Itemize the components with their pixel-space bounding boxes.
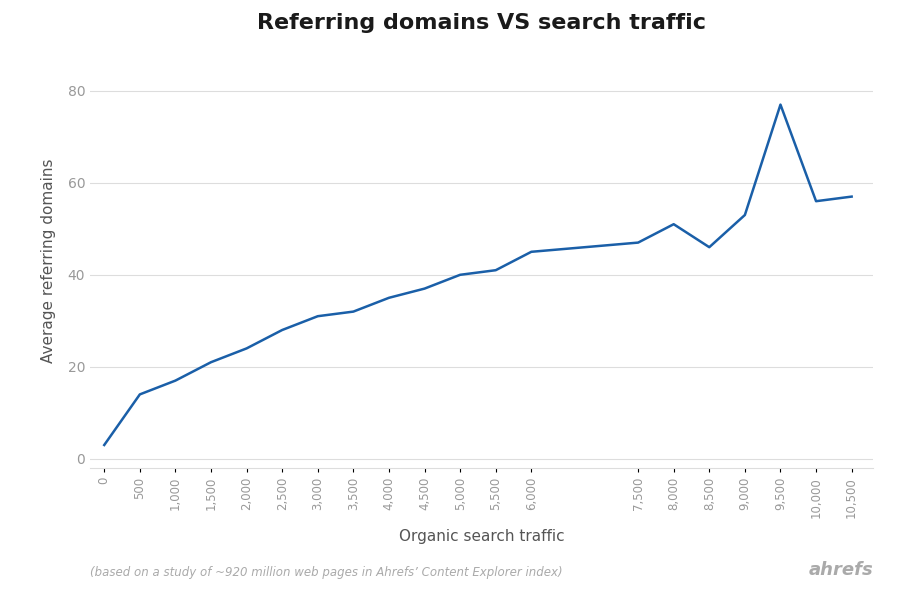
- Title: Referring domains VS search traffic: Referring domains VS search traffic: [257, 13, 706, 33]
- Y-axis label: Average referring domains: Average referring domains: [41, 159, 57, 363]
- X-axis label: Organic search traffic: Organic search traffic: [399, 529, 564, 544]
- Text: (based on a study of ~920 million web pages in Ahrefs’ Content Explorer index): (based on a study of ~920 million web pa…: [90, 566, 562, 579]
- Text: ahrefs: ahrefs: [808, 561, 873, 579]
